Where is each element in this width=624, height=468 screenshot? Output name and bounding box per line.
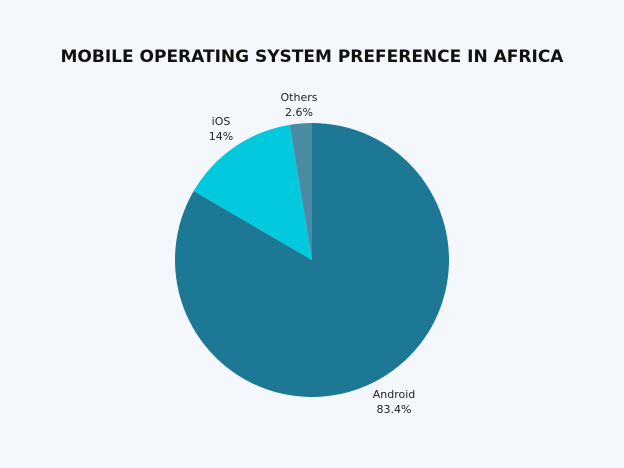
- pie-slice-android: [174, 123, 449, 397]
- slice-percent: 14%: [209, 130, 233, 143]
- slice-label-ios: iOS 14%: [209, 115, 233, 143]
- pie-slice-others: [289, 123, 312, 260]
- slice-name: Others: [281, 91, 318, 104]
- pie-slices: [174, 123, 449, 397]
- chart-title: MOBILE OPERATING SYSTEM PREFERENCE IN AF…: [61, 47, 565, 67]
- slice-percent: 2.6%: [285, 106, 313, 119]
- slice-percent: 83.4%: [377, 403, 412, 416]
- slice-label-android: Android 83.4%: [373, 388, 416, 416]
- pie-slice-ios: [193, 124, 312, 260]
- slice-labels: Android 83.4% iOS 14% Others 2.6%: [209, 91, 415, 416]
- slice-label-others: Others 2.6%: [281, 91, 318, 119]
- slice-name: Android: [373, 388, 416, 401]
- slice-name: iOS: [212, 115, 231, 128]
